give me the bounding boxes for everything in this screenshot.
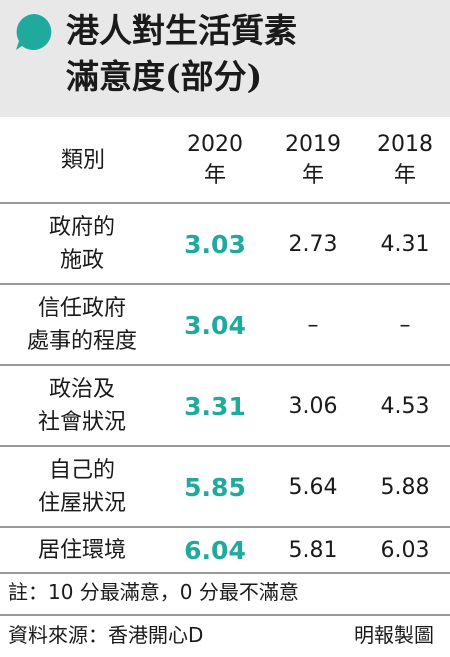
value-2020: 3.03 bbox=[184, 229, 246, 259]
table-rule bbox=[0, 364, 450, 366]
table-row: 居住環境 6.04 5.81 6.03 bbox=[0, 528, 450, 572]
table-rule bbox=[0, 283, 450, 285]
header-year-2019-suffix: 年 bbox=[301, 163, 324, 188]
row-category-line: 政府的 bbox=[48, 215, 115, 240]
row-category: 居住環境 bbox=[6, 528, 158, 572]
header-year-2020: 2020 年 bbox=[170, 117, 260, 203]
title-line-1: 港人對生活質素 bbox=[66, 11, 297, 50]
row-category: 信任政府 處事的程度 bbox=[6, 285, 158, 365]
row-category: 政府的 施政 bbox=[6, 204, 158, 284]
value-2020: 5.85 bbox=[184, 472, 246, 502]
row-category-line: 社會狀況 bbox=[37, 410, 126, 435]
header-category: 類別 bbox=[8, 117, 158, 203]
value-2019: 5.81 bbox=[288, 537, 338, 563]
table-row: 政府的 施政 3.03 2.73 4.31 bbox=[0, 204, 450, 284]
header-year-2018: 2018 年 bbox=[360, 117, 450, 203]
header-year-2020-number: 2020 bbox=[187, 132, 243, 157]
header-band: 港人對生活質素 滿意度(部分) bbox=[0, 0, 450, 117]
value-2020: 6.04 bbox=[184, 535, 246, 565]
footer-rule bbox=[0, 614, 450, 616]
table-row: 自己的 住屋狀況 5.85 5.64 5.88 bbox=[0, 447, 450, 527]
row-category-line: 信任政府 bbox=[37, 296, 126, 321]
value-2018: – bbox=[399, 312, 411, 338]
table-header: 類別 2020 年 2019 年 2018 年 bbox=[0, 117, 450, 203]
value-2020: 3.31 bbox=[184, 391, 246, 421]
value-2018: 4.31 bbox=[380, 231, 430, 257]
header-year-2019-number: 2019 bbox=[285, 132, 341, 157]
title-line-2: 滿意度(部分) bbox=[66, 57, 263, 96]
table-rule bbox=[0, 445, 450, 447]
value-2018: 6.03 bbox=[380, 537, 430, 563]
header-year-2018-number: 2018 bbox=[377, 132, 433, 157]
credit-text: 明報製圖 bbox=[354, 623, 434, 647]
row-category-line: 施政 bbox=[59, 248, 104, 273]
table-rule bbox=[0, 572, 450, 574]
header-year-2020-suffix: 年 bbox=[203, 163, 226, 188]
value-2019: 3.06 bbox=[288, 393, 338, 419]
row-category-line: 住屋狀況 bbox=[37, 491, 126, 516]
row-category-line: 居住環境 bbox=[37, 537, 126, 563]
row-category: 自己的 住屋狀況 bbox=[6, 447, 158, 527]
value-2018: 4.53 bbox=[380, 393, 430, 419]
value-2020: 3.04 bbox=[184, 310, 246, 340]
footnote: 註：10 分最滿意，0 分最不滿意 bbox=[8, 580, 299, 604]
source-text: 資料來源：香港開心D bbox=[8, 623, 204, 647]
speech-bubble-icon bbox=[16, 14, 52, 50]
value-2019: 5.64 bbox=[288, 474, 338, 500]
header-year-2019: 2019 年 bbox=[268, 117, 358, 203]
header-year-2018-suffix: 年 bbox=[393, 163, 416, 188]
row-category-line: 處事的程度 bbox=[26, 329, 137, 354]
value-2019: 2.73 bbox=[288, 231, 338, 257]
row-category-line: 自己的 bbox=[48, 458, 115, 483]
row-category-line: 政治及 bbox=[48, 377, 115, 402]
table-rule bbox=[0, 202, 450, 204]
header-category-label: 類別 bbox=[60, 147, 105, 173]
value-2018: 5.88 bbox=[380, 474, 430, 500]
chart-title: 港人對生活質素 滿意度(部分) bbox=[66, 8, 297, 100]
row-category: 政治及 社會狀況 bbox=[6, 366, 158, 446]
table-row: 政治及 社會狀況 3.31 3.06 4.53 bbox=[0, 366, 450, 446]
table-row: 信任政府 處事的程度 3.04 – – bbox=[0, 285, 450, 365]
value-2019: – bbox=[307, 312, 319, 338]
table-rule bbox=[0, 526, 450, 528]
